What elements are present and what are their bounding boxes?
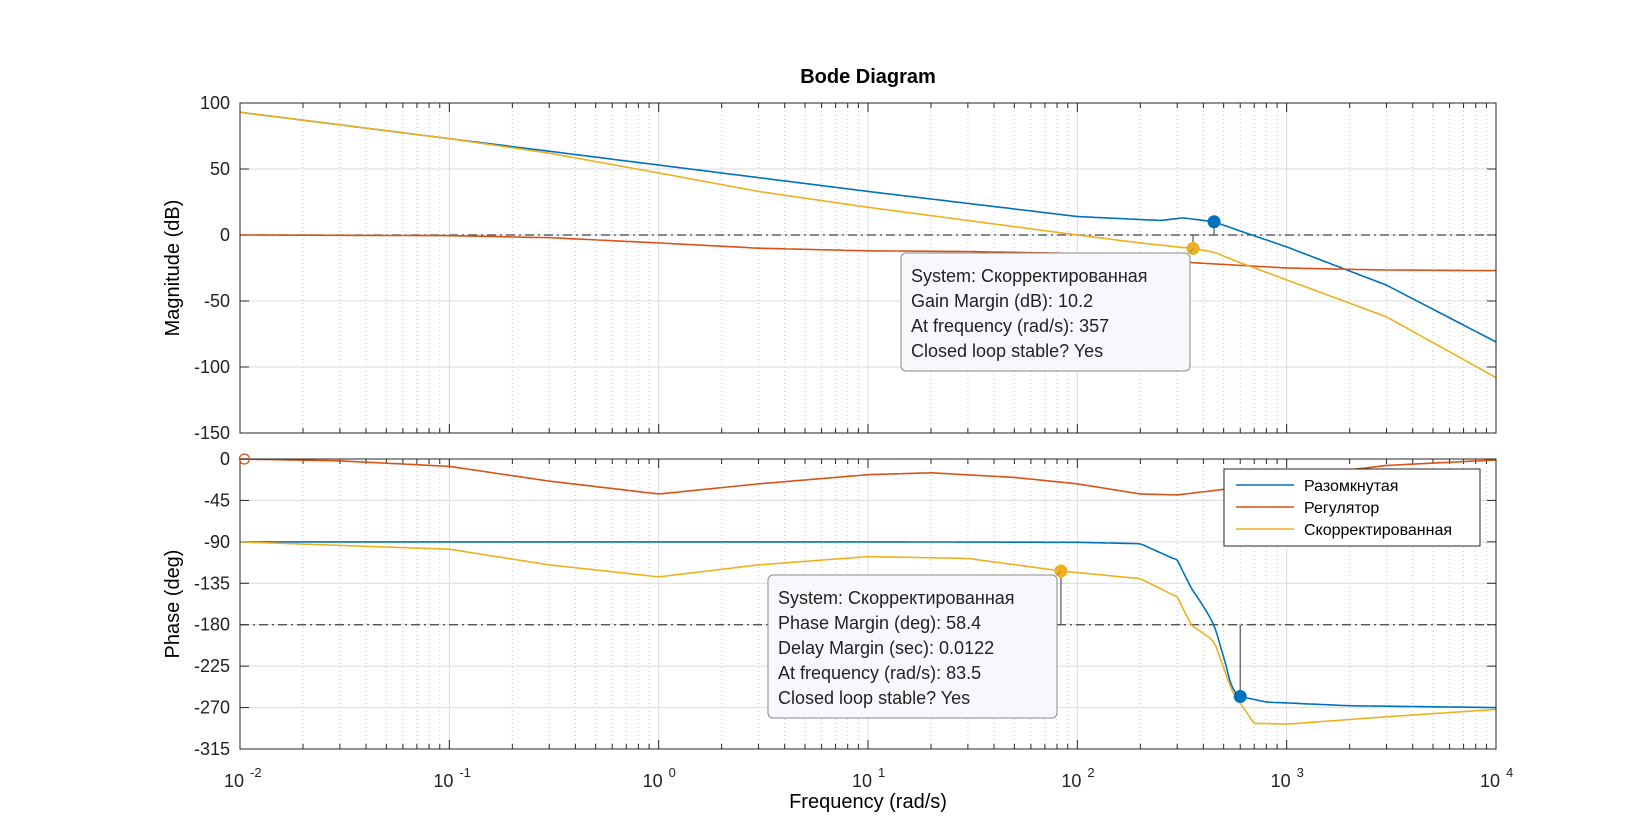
x-tick-label: 10 <box>224 771 244 791</box>
x-tick-exponent: 0 <box>669 765 676 780</box>
phase-y-tick-label: -90 <box>204 532 230 552</box>
phase-y-tick-label: -45 <box>204 490 230 510</box>
magnitude-y-tick-label: 0 <box>220 225 230 245</box>
phase-margin-tooltip-line: Delay Margin (sec): 0.0122 <box>778 638 994 658</box>
magnitude-axis-label: Magnitude (dB) <box>162 200 184 337</box>
x-tick-exponent: -2 <box>250 765 262 780</box>
x-tick-exponent: 2 <box>1087 765 1094 780</box>
magnitude-marker-open-loop[interactable] <box>1207 215 1221 229</box>
phase-series-open-loop <box>239 541 1497 709</box>
legend-label-open-loop: Разомкнутая <box>1304 478 1398 495</box>
phase-axis-label: Phase (deg) <box>162 550 184 659</box>
x-tick-exponent: 1 <box>878 765 885 780</box>
phase-y-tick-label: -315 <box>194 739 230 759</box>
phase-y-tick-label: -270 <box>194 698 230 718</box>
magnitude-y-tick-label: 50 <box>210 159 230 179</box>
phase-margin-tooltip-line: Closed loop stable? Yes <box>778 688 970 708</box>
gain-margin-tooltip-pointer <box>1189 248 1194 254</box>
x-tick-label: 10 <box>643 771 663 791</box>
magnitude-y-tick-label: 100 <box>200 93 230 113</box>
x-tick-exponent: -1 <box>459 765 471 780</box>
magnitude-series-corrected <box>239 111 1497 379</box>
phase-margin-tooltip-box <box>767 574 1058 719</box>
magnitude-axes-frame <box>239 102 1497 434</box>
x-tick-label: 10 <box>1061 771 1081 791</box>
gain-margin-tooltip-box <box>900 252 1191 372</box>
x-tick-exponent: 4 <box>1506 765 1513 780</box>
gain-margin-tooltip-line: System: Скорректированная <box>911 266 1148 286</box>
legend-label-corrected: Скорректированная <box>1304 522 1452 539</box>
legend[interactable]: Разомкнутая Регулятор Скорректированная <box>1223 468 1481 547</box>
gain-margin-tooltip-line: Closed loop stable? Yes <box>911 341 1103 361</box>
phase-axes-frame <box>239 458 1497 750</box>
phase-marker-open-loop[interactable] <box>1233 690 1247 704</box>
x-axis: 10 -2 10 -1 10 0 10 1 10 2 10 3 10 4 <box>224 765 1513 791</box>
x-tick-label: 10 <box>852 771 872 791</box>
phase-y-tick-label: -180 <box>194 615 230 635</box>
phase-margin-tooltip: System: Скорректированная Phase Margin (d… <box>767 570 1062 719</box>
magnitude-series-controller <box>240 234 1496 272</box>
phase-y-tick-label: -135 <box>194 573 230 593</box>
gain-margin-tooltip-line: At frequency (rad/s): 357 <box>911 316 1109 336</box>
x-axis-label: Frequency (rad/s) <box>789 791 947 813</box>
phase-margin-tooltip-line: At frequency (rad/s): 83.5 <box>778 663 981 683</box>
x-tick-label: 10 <box>1271 771 1291 791</box>
legend-label-controller: Регулятор <box>1304 500 1379 517</box>
datatips: System: Скорректированная Gain Margin (dB… <box>238 215 1247 719</box>
magnitude-y-tick-label: -100 <box>194 357 230 377</box>
phase-y-tick-label: -225 <box>194 656 230 676</box>
x-tick-label: 10 <box>1480 771 1500 791</box>
phase-margin-tooltip-pointer <box>1056 570 1062 576</box>
magnitude-panel: 100 50 0 -50 -100 -150 <box>194 93 1497 443</box>
magnitude-y-tick-label: -50 <box>204 291 230 311</box>
gain-margin-tooltip-line: Gain Margin (dB): 10.2 <box>911 291 1093 311</box>
chart-title: Bode Diagram <box>800 66 936 88</box>
gain-margin-tooltip: System: Скорректированная Gain Margin (dB… <box>900 248 1194 372</box>
magnitude-y-tick-label: -150 <box>194 423 230 443</box>
x-tick-label: 10 <box>433 771 453 791</box>
phase-start-marker-controller <box>238 453 251 465</box>
phase-margin-tooltip-line: System: Скорректированная <box>778 588 1015 608</box>
phase-y-tick-label: 0 <box>220 449 230 469</box>
x-tick-exponent: 3 <box>1297 765 1304 780</box>
phase-series-corrected <box>239 541 1497 725</box>
phase-margin-tooltip-line: Phase Margin (deg): 58.4 <box>778 613 981 633</box>
